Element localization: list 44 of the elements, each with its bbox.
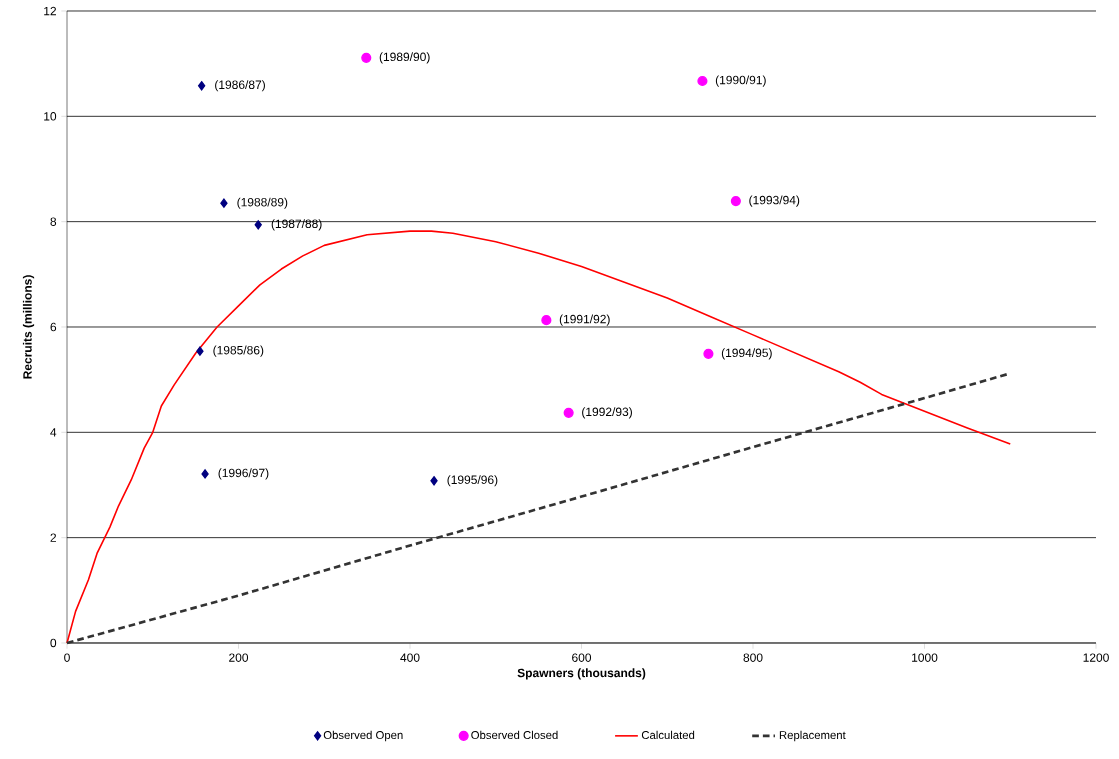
point [254, 220, 262, 230]
annotation: (1990/91) [715, 75, 766, 87]
legend-label: Observed Closed [471, 730, 558, 740]
x-tick-label: 600 [572, 653, 592, 662]
x-tick-label: 0 [64, 653, 70, 662]
point [563, 407, 574, 418]
x-tick-label: 400 [400, 653, 420, 662]
y-tick-label: 4 [50, 428, 57, 437]
x-tick-label: 1200 [1083, 653, 1109, 662]
annotation: (1996/97) [218, 468, 269, 480]
annotation: (1991/92) [559, 314, 610, 326]
point [201, 469, 209, 479]
annotation: (1989/90) [379, 52, 430, 64]
y-tick-label: 12 [44, 6, 56, 16]
y-tick-label: 8 [50, 217, 57, 226]
legend-label: Calculated [641, 730, 695, 740]
x-tick-label: 800 [743, 653, 763, 662]
annotation: (1987/88) [271, 219, 322, 231]
legend-label: Observed Open [323, 730, 403, 742]
x-tick-label: 200 [229, 653, 249, 662]
legend-label: Replacement [779, 730, 846, 742]
point [541, 315, 552, 326]
x-tick-label: 1000 [912, 653, 938, 662]
y-tick-label: 2 [50, 533, 56, 542]
annotation: (1995/96) [447, 475, 498, 487]
point [697, 75, 708, 87]
point [197, 81, 206, 91]
annotation: (1988/89) [237, 197, 288, 209]
point [430, 476, 438, 486]
y-axis-title: Recruits (millions) [22, 275, 35, 379]
x-axis-title: Spawners (thousands) [517, 668, 646, 680]
point [361, 52, 372, 63]
y-tick-label: 10 [44, 112, 57, 121]
y-tick-label: 0 [50, 638, 57, 648]
annotation: (1993/94) [749, 195, 800, 207]
annotation: (1994/95) [721, 348, 772, 360]
point [730, 196, 741, 207]
annotation: (1992/93) [582, 407, 632, 419]
point [220, 198, 228, 208]
annotation: (1986/87) [215, 80, 265, 92]
y-tick-label: 6 [50, 322, 57, 332]
annotation: (1985/86) [213, 345, 264, 357]
point [196, 346, 204, 356]
point [703, 348, 714, 359]
